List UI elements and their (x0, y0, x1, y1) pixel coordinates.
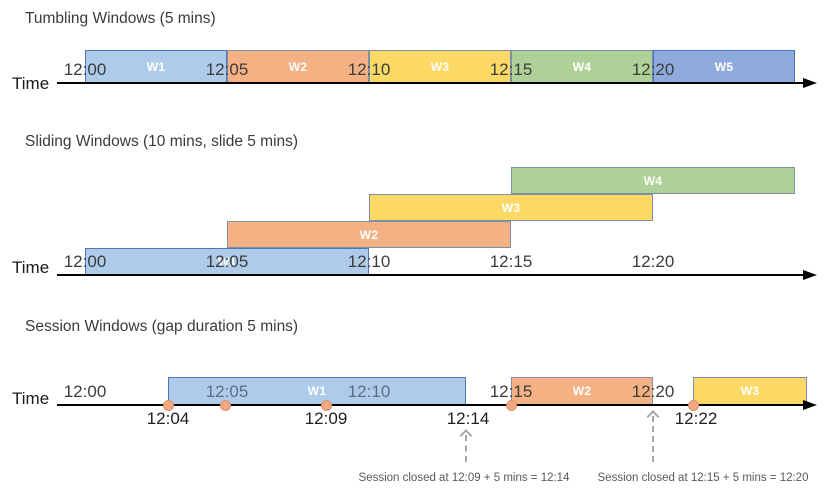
annotation-text: Session closed at 12:09 + 5 mins = 12:14 (358, 472, 570, 484)
annotation-text: Session closed at 12:15 + 5 mins = 12:20 (597, 472, 809, 484)
time-tick-label: 12:15 (489, 382, 533, 401)
window-bar-label: W4 (572, 59, 592, 74)
session-section-title: Session Windows (gap duration 5 mins) (25, 318, 299, 335)
window-bar-label: W3 (501, 200, 521, 215)
time-tick-label: 12:15 (489, 60, 533, 79)
window-bar-sliding-w2: W2 (227, 221, 511, 248)
event-time-label: 12:14 (446, 409, 490, 428)
event-time-label: 12:09 (304, 409, 348, 428)
time-tick-label: 12:20 (631, 60, 675, 79)
event-dot (505, 399, 517, 411)
window-bar-label: W2 (359, 227, 379, 242)
window-bar-label: W5 (714, 59, 734, 74)
window-bar-tumbling-w1: W1 (85, 50, 227, 83)
tumbling-section-title: Tumbling Windows (5 mins) (25, 10, 216, 27)
arrow-dashed-shaft (465, 435, 467, 462)
session-time-axis-label: Time (12, 389, 50, 408)
time-tick-label: 12:10 (347, 252, 391, 271)
window-bar-sliding-w4: W4 (511, 167, 795, 194)
sliding-time-axis (57, 274, 804, 276)
session-axis-arrow-icon (803, 400, 817, 410)
time-tick-label: 12:20 (631, 252, 675, 271)
event-dot (219, 399, 231, 411)
sliding-time-axis-label: Time (12, 258, 50, 277)
event-dot (687, 399, 699, 411)
time-tick-label: 12:20 (631, 382, 675, 401)
event-dot (320, 399, 332, 411)
window-bar-session-w3: W3 (693, 377, 807, 405)
event-dot (162, 399, 174, 411)
time-tick-label: 12:00 (63, 60, 107, 79)
event-time-label: 12:22 (674, 409, 718, 428)
sliding-axis-arrow-icon (803, 270, 817, 280)
time-tick-label: 12:15 (489, 252, 533, 271)
time-tick-label: 12:05 (205, 382, 249, 401)
window-bar-label: W1 (307, 384, 327, 398)
window-bar-label: W2 (572, 384, 592, 398)
window-bar-tumbling-w4: W4 (511, 50, 653, 83)
window-bar-label: W3 (740, 384, 760, 398)
time-tick-label: 12:00 (63, 252, 107, 271)
tumbling-axis-arrow-icon (803, 78, 817, 88)
window-bar-tumbling-w5: W5 (653, 50, 795, 83)
window-bar-label: W1 (217, 254, 237, 269)
time-tick-label: 12:05 (205, 252, 249, 271)
window-bar-label: W1 (146, 59, 166, 74)
session-time-axis (57, 404, 804, 406)
window-bar-label: W2 (288, 59, 308, 74)
time-tick-label: 12:10 (347, 382, 391, 401)
time-tick-label: 12:10 (347, 60, 391, 79)
window-bar-label: W4 (643, 173, 663, 188)
tumbling-time-axis (57, 82, 804, 84)
annotation-arrow-icon (459, 429, 473, 462)
time-tick-label: 12:00 (63, 382, 107, 401)
arrow-dashed-shaft (652, 416, 654, 462)
time-tick-label: 12:05 (205, 60, 249, 79)
window-bar-label: W3 (430, 59, 450, 74)
annotation-arrow-icon (646, 410, 660, 462)
window-bar-sliding-w3: W3 (369, 194, 653, 221)
window-bar-session-w1: W1 (168, 377, 466, 405)
tumbling-time-axis-label: Time (12, 74, 50, 93)
window-bar-tumbling-w3: W3 (369, 50, 511, 83)
sliding-section-title: Sliding Windows (10 mins, slide 5 mins) (25, 133, 299, 150)
event-time-label: 12:04 (146, 409, 190, 428)
